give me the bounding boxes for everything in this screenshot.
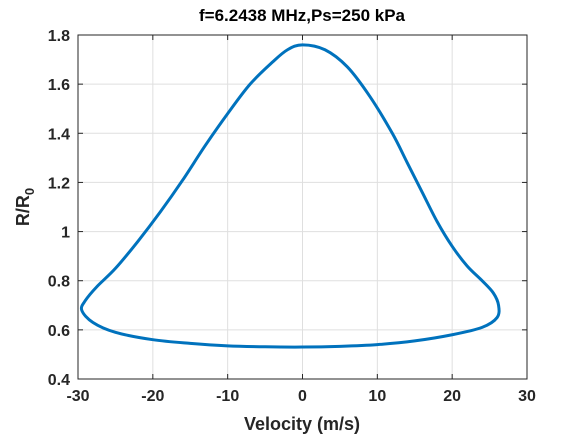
x-tick-label: 30: [518, 388, 536, 405]
y-axis-label-main: R/R: [13, 195, 33, 226]
y-tick-label: 0.6: [48, 323, 70, 340]
x-tick-label: 0: [298, 388, 307, 405]
y-tick-label: 1.6: [48, 77, 70, 94]
y-tick-label: 0.4: [48, 372, 70, 389]
y-tick-label: 0.8: [48, 274, 70, 291]
y-tick-label: 1.8: [48, 28, 70, 45]
x-tick-label: 10: [368, 388, 386, 405]
svg-text:R/R0: R/R0: [13, 188, 37, 226]
x-tick-labels: -30 -20 -10 0 10 20 30: [66, 388, 536, 405]
y-axis-label-subscript: 0: [22, 188, 37, 195]
chart-title: f=6.2438 MHz,Ps=250 kPa: [199, 6, 406, 25]
x-tick-label: -10: [216, 388, 239, 405]
series-line: [79, 43, 501, 349]
y-axis-label: R/R0: [13, 188, 37, 226]
y-tick-label: 1.2: [48, 175, 70, 192]
axis-ticks: [77, 34, 528, 380]
x-axis-label: Velocity (m/s): [244, 414, 360, 434]
y-tick-label: 1.4: [48, 126, 70, 143]
y-tick-label: 1: [61, 225, 70, 242]
grid: [78, 35, 527, 379]
y-tick-labels: 0.4 0.6 0.8 1 1.2 1.4 1.6 1.8: [48, 28, 70, 389]
x-tick-label: 20: [443, 388, 461, 405]
x-tick-label: -30: [66, 388, 89, 405]
x-tick-label: -20: [141, 388, 164, 405]
